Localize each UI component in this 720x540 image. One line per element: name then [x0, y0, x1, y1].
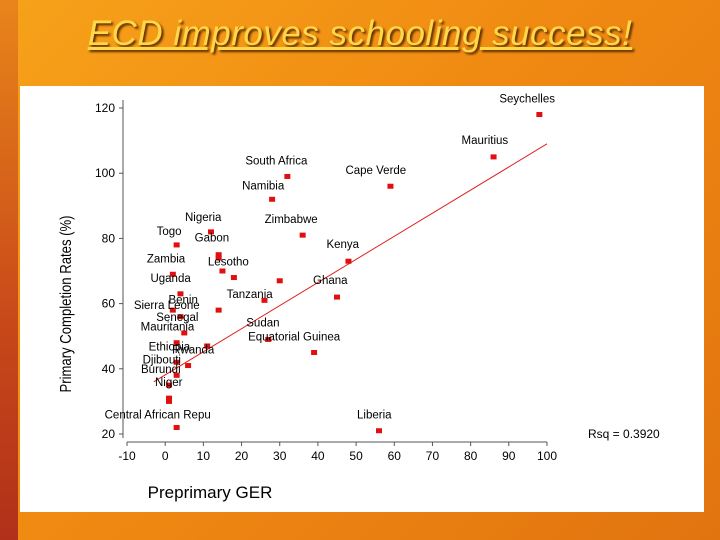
point-labels: Seychelles Mauritius South Africa Cape Verd… — [105, 94, 556, 422]
point-label: Uganda — [150, 273, 191, 285]
data-point — [173, 340, 180, 346]
y-tick-label: 120 — [95, 101, 115, 115]
point-label: Senegal — [156, 312, 198, 324]
x-tick-label: 30 — [273, 449, 287, 463]
x-tick-label: 10 — [197, 449, 211, 463]
data-point — [265, 336, 272, 342]
point-label: Cape Verde — [345, 165, 406, 177]
data-point — [215, 252, 222, 258]
data-point — [177, 314, 184, 320]
x-tick-label: 70 — [426, 449, 440, 463]
data-point — [536, 112, 543, 118]
rsq-annotation: Rsq = 0.3920 — [588, 427, 660, 441]
data-point — [177, 291, 184, 297]
y-tick-label: 40 — [102, 362, 116, 376]
point-label: Gabon — [195, 233, 230, 245]
point-label: Equatorial Guinea — [248, 332, 341, 344]
point-label: Zimbabwe — [265, 214, 318, 226]
point-label: Ghana — [313, 275, 348, 287]
chart-panel: 20 40 60 80 100 120 -10 0 10 20 30 40 50 60 70 80 90 100… — [20, 86, 704, 512]
point-label: Rwanda — [172, 345, 215, 357]
data-point — [276, 278, 283, 284]
data-point — [387, 183, 394, 189]
point-label: Lesotho — [208, 257, 249, 269]
x-tick-label: 0 — [162, 449, 169, 463]
y-tick-label: 80 — [102, 231, 116, 245]
point-label: Burundi — [141, 364, 181, 376]
x-tick-label: 80 — [464, 449, 478, 463]
point-label: Kenya — [326, 239, 359, 251]
point-label: Benin — [168, 295, 197, 307]
data-point — [215, 307, 222, 313]
data-point — [299, 232, 306, 238]
data-point — [261, 297, 268, 303]
data-point — [166, 398, 172, 404]
data-point — [269, 196, 276, 202]
point-label: Tanzania — [227, 289, 274, 301]
data-points — [166, 112, 543, 434]
x-tick-label: 40 — [311, 449, 325, 463]
point-label: Sierra Leone — [134, 300, 200, 312]
x-axis-label: Preprimary GER — [148, 483, 273, 502]
data-point — [215, 255, 222, 261]
y-tick-label: 100 — [95, 166, 115, 180]
x-tick-label: 90 — [502, 449, 516, 463]
point-label: Zambia — [147, 253, 186, 265]
point-label: Mauritius — [462, 135, 509, 147]
x-tick-label: 50 — [349, 449, 363, 463]
data-point — [181, 330, 188, 336]
point-label: Namibia — [242, 180, 285, 192]
point-label: Central African Repu — [105, 409, 211, 421]
data-point — [204, 343, 211, 349]
data-point — [166, 395, 172, 401]
point-label: Liberia — [357, 410, 392, 422]
slide-title: ECD improves schooling success! — [87, 14, 633, 53]
data-point — [173, 242, 180, 248]
data-point — [208, 229, 214, 235]
x-tick-label: 20 — [235, 449, 249, 463]
x-tick-label: -10 — [118, 449, 136, 463]
data-point — [230, 275, 237, 281]
x-tick-label: 60 — [388, 449, 402, 463]
point-label: Djibouti — [143, 354, 181, 366]
point-label: South Africa — [245, 155, 308, 167]
y-tick-label: 60 — [102, 297, 116, 311]
data-point — [284, 173, 291, 179]
data-point — [173, 372, 180, 378]
y-axis-label: Primary Completion Rates (%) — [58, 215, 75, 392]
point-label: Nigeria — [185, 212, 222, 224]
point-label: Togo — [157, 226, 182, 238]
x-tick-label: 100 — [537, 449, 557, 463]
data-point — [185, 363, 192, 369]
data-point — [169, 307, 176, 313]
data-point — [219, 268, 226, 274]
data-point — [169, 271, 176, 277]
slide-accent-bar — [0, 0, 18, 540]
point-label: Sudan — [246, 317, 279, 329]
data-point — [173, 424, 180, 430]
data-point — [166, 382, 172, 388]
data-point — [490, 154, 497, 160]
data-point — [334, 294, 340, 300]
data-point — [311, 350, 318, 355]
data-point — [345, 258, 352, 264]
y-tick-label: 20 — [102, 427, 116, 441]
x-axis: -10 0 10 20 30 40 50 60 70 80 90 100 — [118, 441, 557, 463]
data-point — [173, 359, 180, 365]
scatter-chart: 20 40 60 80 100 120 -10 0 10 20 30 40 50 60 70 80 90 100… — [58, 94, 660, 502]
point-label: Mauritania — [141, 322, 195, 334]
point-label: Niger — [155, 377, 183, 389]
point-label: Ethiopia — [149, 341, 191, 353]
data-point — [376, 428, 382, 434]
point-label: Seychelles — [499, 94, 555, 106]
y-axis: 20 40 60 80 100 120 — [95, 100, 124, 441]
